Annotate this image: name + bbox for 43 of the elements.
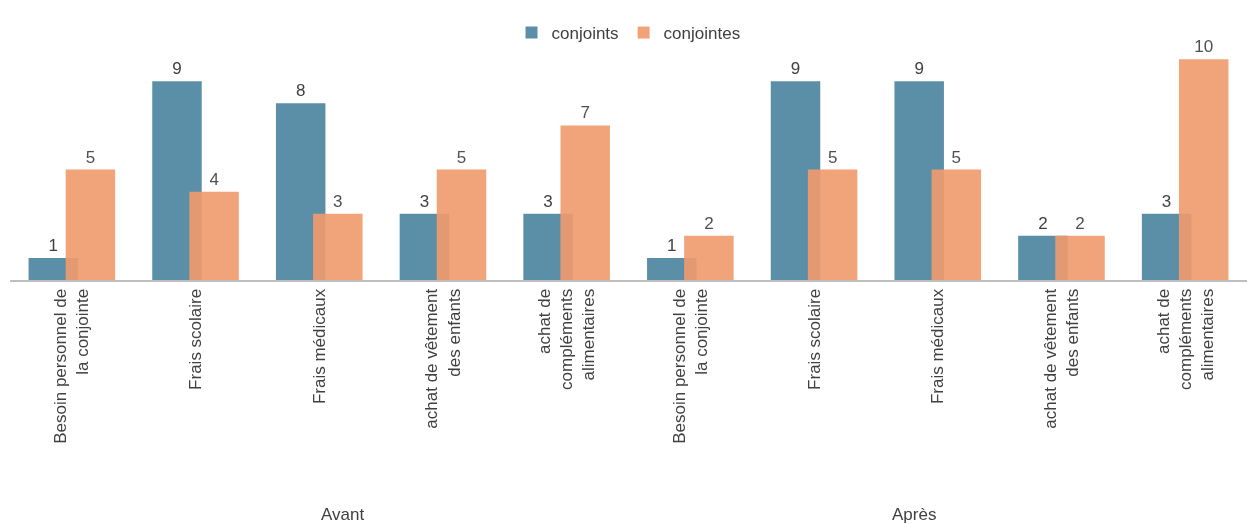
x-tick-label: Besoin personnel de la conjointe [51, 288, 93, 444]
data-label: 8 [295, 81, 306, 101]
data-label: 3 [333, 191, 343, 211]
data-label: 9 [790, 59, 801, 79]
data-label: 5 [827, 147, 838, 167]
bar [313, 213, 363, 280]
data-label: 2 [1075, 213, 1085, 233]
data-label: 2 [704, 213, 714, 233]
data-label: 1 [667, 235, 677, 255]
text: Avant [321, 505, 365, 524]
bar [807, 169, 858, 280]
x-tick-label: Frais médicaux [309, 288, 329, 405]
data-label: 5 [85, 147, 96, 167]
x-tick-label: achat de vêtement des enfants [1040, 288, 1083, 429]
data-label: 3 [543, 191, 553, 211]
data-label: 9 [172, 59, 182, 79]
x-tick-label: Frais médicaux [928, 288, 948, 405]
x-tick-label: Frais scolaire [804, 288, 824, 390]
data-label: 1 [48, 235, 59, 255]
bar [931, 169, 982, 280]
data-label: 4 [209, 169, 219, 189]
data-label: 3 [1161, 191, 1172, 211]
bar [1178, 59, 1229, 280]
data-label: 5 [951, 147, 962, 167]
data-label: 5 [456, 147, 467, 167]
text: Après [892, 505, 937, 524]
bar [65, 169, 116, 280]
x-tick-label: achat de vêtement des enfants [422, 288, 464, 429]
x-tick-label: Besoin personnel de la conjointe [669, 288, 711, 444]
bar [275, 103, 326, 280]
bar [436, 169, 487, 280]
data-label: 10 [1194, 37, 1214, 57]
legend-label: conjointes [663, 24, 741, 44]
data-label: 2 [1038, 213, 1048, 233]
bar [560, 125, 610, 280]
data-label: 3 [419, 191, 430, 211]
data-label: 9 [914, 59, 924, 79]
bar [684, 235, 734, 280]
data-label: 7 [580, 103, 590, 123]
x-tick-label: Frais scolaire [186, 288, 206, 390]
bar [1055, 235, 1105, 280]
bar [189, 191, 239, 280]
legend-label: conjoints [551, 24, 619, 44]
